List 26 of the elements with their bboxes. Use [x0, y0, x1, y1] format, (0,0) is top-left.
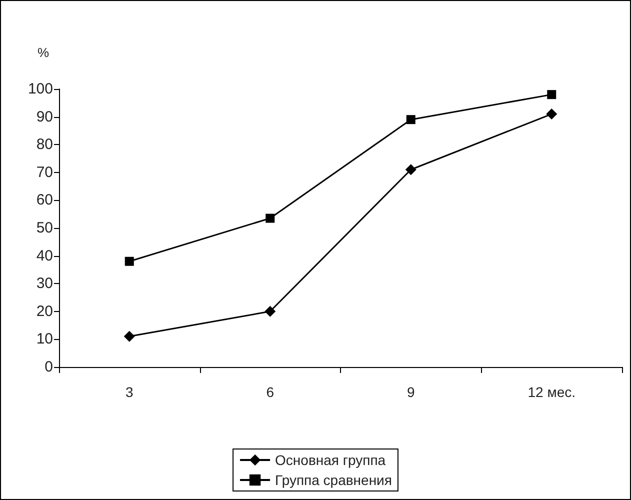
- y-tick-label: 50: [36, 220, 53, 236]
- legend-label: Группа сравнения: [275, 472, 392, 488]
- point: [124, 330, 135, 342]
- y-tick-label: 10: [36, 330, 53, 348]
- point: [264, 306, 276, 317]
- legend-label: Основная группа: [275, 452, 386, 468]
- x-tick-label: 12 мес.: [528, 384, 576, 400]
- y-tick-label: 0: [44, 358, 53, 376]
- x-tick-label: 3: [125, 384, 134, 400]
- y-tick-label: 40: [36, 247, 53, 264]
- x-tick-label: 9: [406, 384, 415, 400]
- y-tick-label: 100: [28, 80, 53, 98]
- point: [546, 108, 558, 120]
- y-axis-title: %: [37, 45, 50, 60]
- point: [266, 214, 275, 223]
- y-tick-label: 80: [36, 136, 53, 154]
- y-tick-label: 30: [36, 275, 53, 292]
- y-tick-label: 20: [36, 302, 53, 320]
- point: [547, 90, 556, 100]
- y-tick-label: 60: [36, 192, 53, 209]
- point: [124, 256, 134, 266]
- point: [406, 115, 416, 124]
- point: [405, 164, 416, 176]
- y-tick-label: 90: [36, 108, 53, 126]
- y-tick-label: 70: [36, 164, 53, 181]
- x-tick-label: 6: [266, 384, 274, 400]
